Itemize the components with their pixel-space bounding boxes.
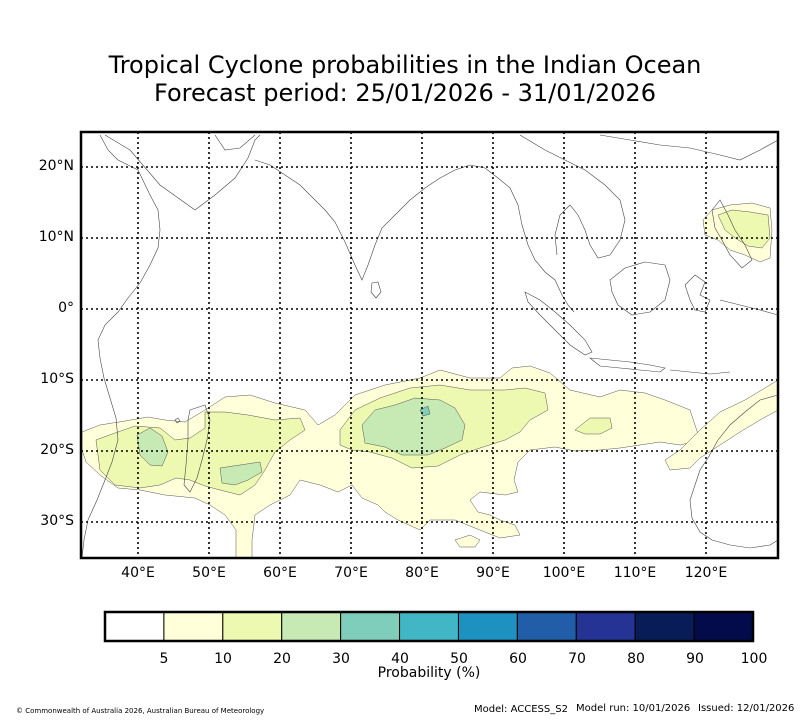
- map-title-line-2: Forecast period: 25/01/2026 - 31/01/2026: [154, 79, 656, 107]
- contour-20-central: [361, 397, 466, 456]
- coast-arabia: [104, 134, 261, 211]
- coast-lesser-sunda: [669, 369, 731, 375]
- probability-contours: [81, 202, 778, 558]
- colorbar-cell: [457, 611, 518, 642]
- issued-date: Issued: 12/01/2026: [698, 703, 795, 714]
- coast-sulawesi: [684, 274, 711, 313]
- colorbar-tick-40: 40: [391, 651, 409, 667]
- coast-bay-of-bengal-east: [469, 164, 575, 313]
- coastlines: [81, 134, 778, 558]
- colorbar-tick-50: 50: [450, 651, 468, 667]
- lat-label-10S: 10°S: [40, 371, 74, 387]
- coast-borneo: [609, 261, 671, 316]
- coast-persian-gulf: [214, 134, 256, 151]
- colorbar-cell: [516, 611, 577, 642]
- coast-indochina: [519, 134, 626, 259]
- colorbar-cell: [575, 611, 636, 642]
- colorbar-cell: [104, 611, 165, 642]
- colorbar-tick-90: 90: [686, 651, 704, 667]
- colorbar-cell: [693, 611, 754, 642]
- lon-label-40E: 40°E: [121, 565, 155, 581]
- coast-africa-east: [81, 134, 161, 558]
- contour-5-australia-nw: [664, 379, 778, 471]
- contour-5-south-patch: [454, 534, 481, 548]
- contour-10-east-blob: [574, 417, 613, 435]
- lat-label-20S: 20°S: [40, 442, 74, 458]
- model-name: Model: ACCESS_S2: [474, 704, 568, 715]
- coast-philippines: [711, 199, 753, 269]
- colorbar-tick-20: 20: [273, 651, 291, 667]
- colorbar-tick-30: 30: [332, 651, 350, 667]
- colorbar-tick-10: 10: [214, 651, 232, 667]
- coast-china: [599, 134, 778, 161]
- map-title-line-1: Tropical Cyclone probabilities in the In…: [108, 51, 702, 79]
- coast-comoros: [174, 417, 181, 424]
- colorbar-tick-80: 80: [627, 651, 645, 667]
- lon-label-100E: 100°E: [542, 565, 586, 581]
- colorbar-tick-5: 5: [159, 651, 169, 667]
- colorbar-cell: [340, 611, 401, 642]
- coast-sri-lanka: [370, 281, 382, 299]
- model-run-date: Model run: 10/01/2026: [576, 703, 691, 714]
- coast-pakistan-india: [254, 159, 471, 281]
- colorbar-tick-70: 70: [568, 651, 586, 667]
- lat-label-20N: 20°N: [38, 158, 74, 174]
- lon-label-80E: 80°E: [405, 565, 439, 581]
- map-frame: [79, 130, 780, 560]
- colorbar-cell: [399, 611, 459, 642]
- lon-label-110E: 110°E: [613, 565, 657, 581]
- coast-australia: [689, 394, 778, 549]
- lon-label-50E: 50°E: [192, 565, 226, 581]
- colorbar: [104, 611, 754, 642]
- lon-label-70E: 70°E: [334, 565, 368, 581]
- lat-label-10N: 10°N: [38, 229, 74, 245]
- lon-label-90E: 90°E: [476, 565, 510, 581]
- lon-label-120E: 120°E: [684, 565, 728, 581]
- colorbar-title: Probability (%): [377, 665, 481, 681]
- colorbar-tick-100: 100: [740, 651, 768, 667]
- graticule: [81, 132, 778, 558]
- copyright-notice: © Commonwealth of Australia 2026, Austra…: [16, 707, 265, 715]
- colorbar-cell: [222, 611, 283, 642]
- colorbar-cell: [281, 611, 342, 642]
- contour-20-sw: [219, 461, 263, 486]
- coast-java: [589, 357, 666, 373]
- coast-new-guinea: [719, 299, 778, 316]
- lat-label-30S: 30°S: [40, 513, 74, 529]
- colorbar-cell: [163, 611, 224, 642]
- coast-sumatra: [524, 291, 593, 356]
- lon-label-60E: 60°E: [263, 565, 297, 581]
- colorbar-cell: [634, 611, 695, 642]
- colorbar-tick-60: 60: [509, 651, 527, 667]
- lat-label-0: 0°: [58, 300, 74, 316]
- colorbar-frame: [103, 610, 755, 643]
- contour-20-madagascar: [136, 427, 169, 467]
